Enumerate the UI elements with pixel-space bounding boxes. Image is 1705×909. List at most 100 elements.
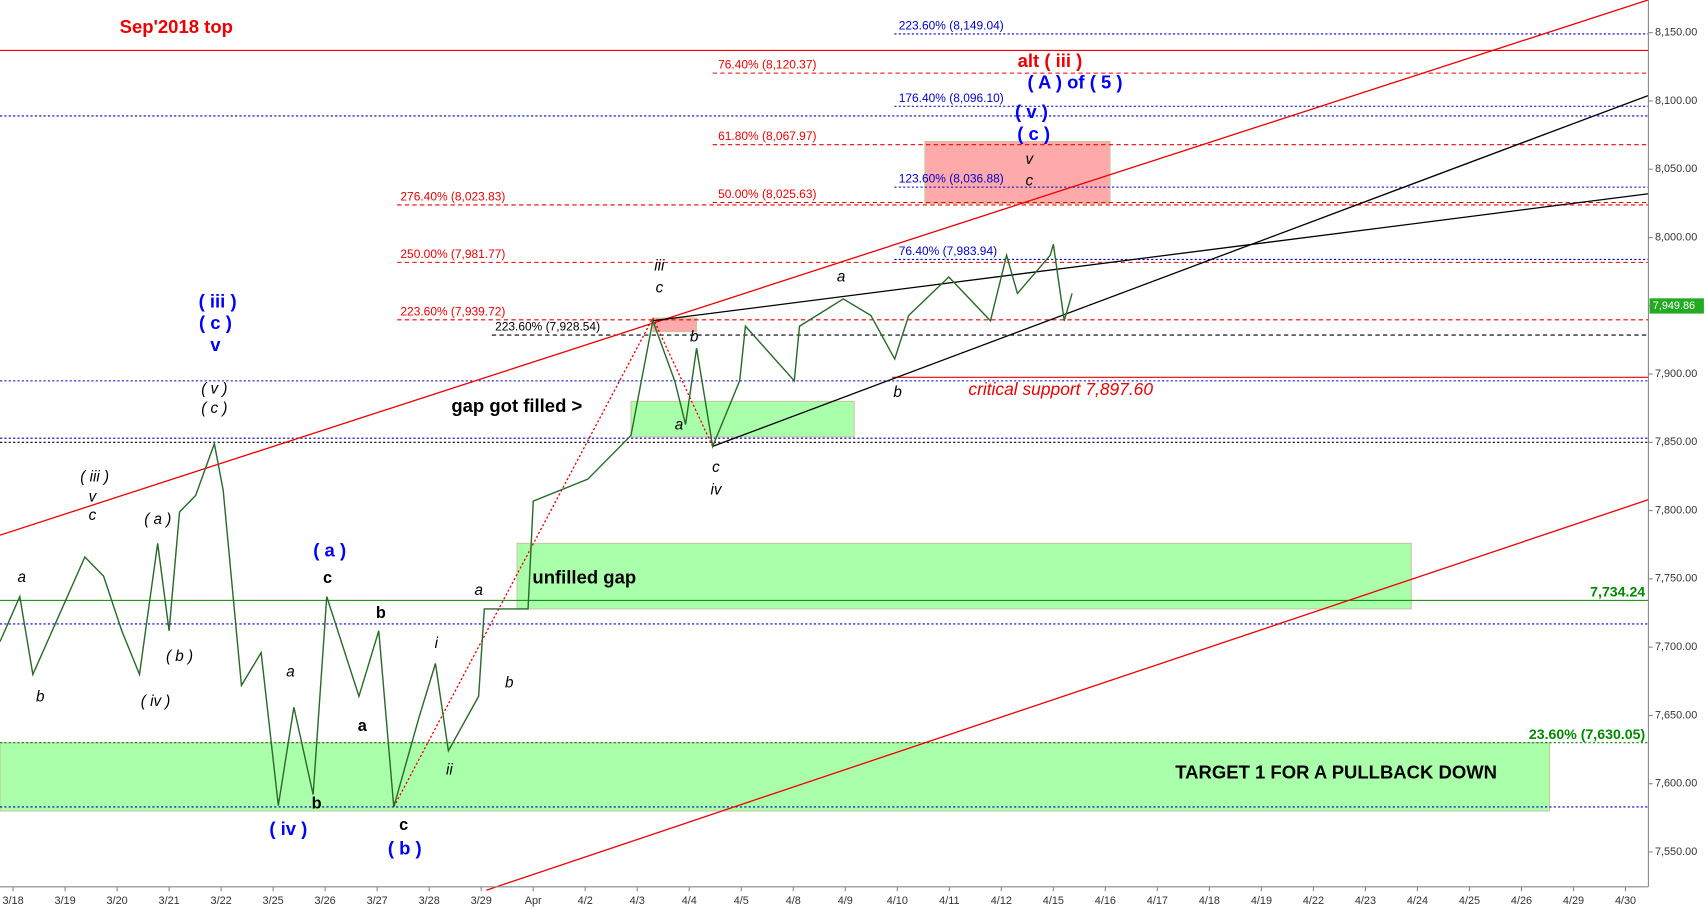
annotation: b (376, 604, 386, 622)
annotation: ( a ) (313, 540, 346, 561)
y-tick-label: 8,000.00 (1655, 231, 1697, 243)
annotation: a (675, 416, 683, 433)
x-tick-label: 4/11 (939, 895, 959, 907)
annotation: ( c ) (1017, 123, 1050, 144)
x-tick-label: 4/25 (1459, 895, 1480, 907)
annotation: b (312, 794, 322, 812)
level-label: 223.60% (8,149.04) (899, 19, 1004, 33)
annotation: ( a ) (144, 511, 171, 528)
x-tick-label: 4/8 (786, 895, 801, 907)
annotation: i (435, 635, 439, 652)
x-tick-label: 4/15 (1043, 895, 1064, 907)
x-tick-label: 3/29 (471, 895, 492, 907)
level-label: 123.60% (8,036.88) (899, 172, 1004, 186)
level-label: 76.40% (7,983.94) (899, 244, 997, 258)
x-tick-label: 4/23 (1355, 895, 1376, 907)
trend-line (652, 193, 1649, 322)
annotation: ( v ) (1015, 101, 1048, 122)
annotation: c (89, 507, 97, 524)
trend-line (393, 317, 654, 808)
x-tick-label: 4/3 (630, 895, 645, 907)
x-tick-label: 4/2 (578, 895, 593, 907)
annotation: ( A ) of ( 5 ) (1027, 72, 1122, 93)
x-tick-label: 3/22 (211, 895, 232, 907)
y-tick-label: 7,700.00 (1655, 641, 1697, 653)
zone (0, 742, 1551, 812)
x-tick-label: 4/9 (838, 895, 853, 907)
x-tick-label: 4/17 (1147, 895, 1168, 907)
level-label: 276.40% (8,023.83) (400, 189, 505, 203)
level-label: 176.40% (8,096.10) (899, 91, 1004, 105)
annotation: b (690, 328, 698, 345)
annotation: c (712, 459, 720, 476)
zone (516, 542, 1412, 610)
x-tick-label: 4/12 (991, 895, 1012, 907)
annotation: c (323, 569, 332, 587)
level-label: 61.80% (8,067.97) (718, 129, 816, 143)
x-tick-label: 3/26 (315, 895, 336, 907)
trend-line (486, 499, 1649, 891)
level-label: 23.60% (7,630.05) (1529, 726, 1645, 742)
annotation: a (286, 663, 294, 680)
y-tick-label: 7,650.00 (1655, 709, 1697, 721)
x-tick-label: 3/21 (159, 895, 180, 907)
x-tick-label: 3/28 (419, 895, 440, 907)
x-tick-label: 4/29 (1563, 895, 1584, 907)
x-tick-label: 4/24 (1407, 895, 1428, 907)
x-tick-label: Apr (525, 895, 542, 907)
annotation: ( b ) (388, 838, 422, 859)
trend-line (0, 0, 1649, 536)
x-tick-label: 3/25 (263, 895, 284, 907)
x-tick-label: 4/10 (887, 895, 908, 907)
annotation: ( c ) (201, 400, 227, 417)
trend-line (652, 317, 714, 447)
annotation: a (837, 268, 845, 285)
x-tick-label: 4/26 (1511, 895, 1532, 907)
annotation: b (893, 384, 901, 401)
annotation: a (475, 582, 483, 599)
level-label: 76.40% (8,120.37) (718, 58, 816, 72)
zone (630, 400, 855, 438)
annotation: c (656, 279, 664, 296)
annotation: a (358, 717, 368, 735)
annotation: c (1026, 173, 1034, 190)
level-label: 250.00% (7,981.77) (400, 247, 505, 261)
level-label: 223.60% (7,928.54) (495, 320, 600, 334)
x-tick-label: 4/5 (734, 895, 749, 907)
y-tick-label: 7,550.00 (1655, 846, 1697, 858)
x-tick-label: 4/16 (1095, 895, 1116, 907)
x-tick-label: 4/19 (1251, 895, 1272, 907)
x-tick-label: 3/19 (54, 895, 75, 907)
y-tick-label: 7,800.00 (1655, 504, 1697, 516)
annotation: ( c ) (199, 312, 232, 333)
y-tick-label: 8,050.00 (1655, 163, 1697, 175)
annotation: ( iii ) (199, 290, 237, 311)
x-tick-label: 4/30 (1615, 895, 1636, 907)
level-label: critical support 7,897.60 (968, 379, 1153, 399)
price-line (0, 244, 1073, 808)
annotation: ( v ) (201, 381, 227, 398)
trend-line (712, 94, 1649, 448)
annotation: Sep'2018 top (120, 16, 233, 37)
annotation: v (89, 488, 98, 505)
level-label: 223.60% (7,939.72) (400, 304, 505, 318)
x-tick-label: 3/20 (107, 895, 128, 907)
annotation: a (18, 569, 26, 586)
y-tick-label: 8,150.00 (1655, 27, 1697, 39)
annotation: v (210, 334, 221, 355)
last-price-box (1649, 298, 1704, 314)
level-label: 7,734.24 (1590, 584, 1645, 600)
x-tick-label: 4/22 (1303, 895, 1324, 907)
level-label: 50.00% (8,025.63) (718, 187, 816, 201)
annotation: b (36, 688, 44, 705)
annotation: c (399, 816, 408, 834)
annotation: ( b ) (166, 648, 193, 665)
annotation: TARGET 1 FOR A PULLBACK DOWN (1175, 762, 1497, 783)
annotation: unfilled gap (532, 567, 636, 588)
annotation: ( iii ) (80, 469, 109, 486)
annotation: iv (710, 482, 722, 499)
x-tick-label: 4/4 (682, 895, 697, 907)
y-tick-label: 7,600.00 (1655, 778, 1697, 790)
